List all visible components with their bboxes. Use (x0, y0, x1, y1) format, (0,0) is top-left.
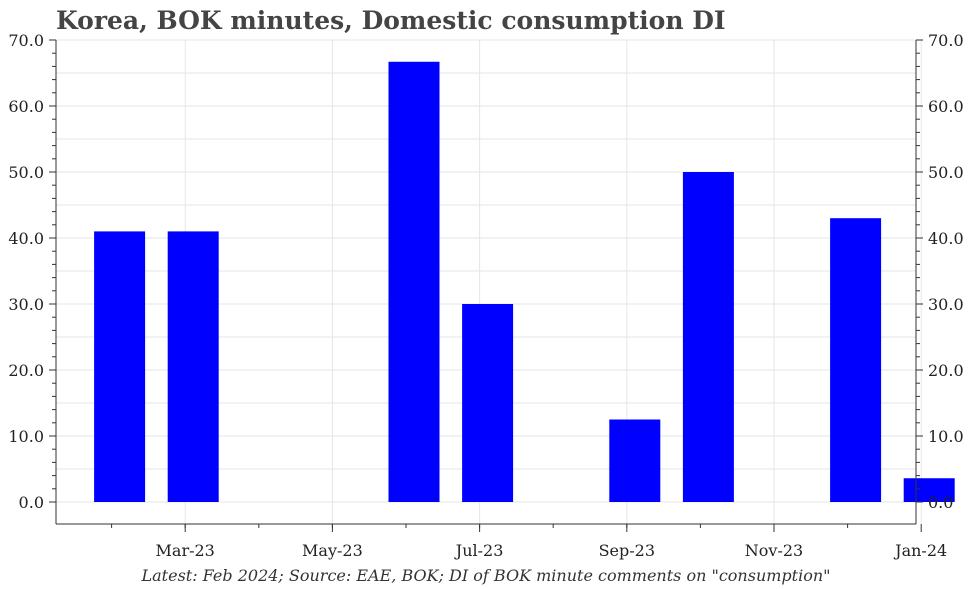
y-tick-label-right: 10.0 (928, 427, 964, 446)
y-tick-label-left: 0.0 (19, 493, 44, 512)
y-tick-label-left: 30.0 (8, 295, 44, 314)
bars (94, 61, 955, 502)
x-tick-label: Jan-24 (893, 541, 947, 560)
y-tick-label-right: 0.0 (928, 493, 953, 512)
y-axis-right: 0.0 10.0 20.0 30.0 40.0 50.0 60.0 70.0 (916, 31, 964, 512)
x-tick-label: Jul-23 (454, 541, 504, 560)
x-tick-label: Sep-23 (599, 541, 655, 560)
x-tick-label: May-23 (302, 541, 363, 560)
y-tick-label-right: 60.0 (928, 97, 964, 116)
chart-title: Korea, BOK minutes, Domestic consumption… (56, 6, 726, 35)
axes (55, 40, 917, 525)
y-tick-label-right: 50.0 (928, 163, 964, 182)
y-tick-label-right: 40.0 (928, 229, 964, 248)
bar-Oct-23 (682, 172, 734, 502)
y-tick-label-left: 70.0 (8, 31, 44, 50)
bar-Jun-23 (388, 61, 440, 502)
y-tick-label-right: 20.0 (928, 361, 964, 380)
y-tick-label-left: 10.0 (8, 427, 44, 446)
x-tick-label: Nov-23 (745, 541, 803, 560)
y-axis-left: 0.0 10.0 20.0 30.0 40.0 50.0 60.0 70.0 (8, 31, 56, 512)
y-tick-label-left: 40.0 (8, 229, 44, 248)
y-tick-label-right: 30.0 (928, 295, 964, 314)
bar-Mar-23 (167, 231, 219, 502)
y-tick-label-right: 70.0 (928, 31, 964, 50)
bar-Sep-23 (609, 419, 661, 502)
x-tick-label: Mar-23 (156, 541, 215, 560)
x-axis: Mar-23 May-23 Jul-23 Sep-23 Nov-23 Jan-24 (111, 524, 947, 560)
y-tick-label-left: 60.0 (8, 97, 44, 116)
bar-Feb-23 (94, 231, 146, 502)
y-tick-label-left: 50.0 (8, 163, 44, 182)
y-tick-label-left: 20.0 (8, 361, 44, 380)
bar-Jul-23 (462, 304, 514, 502)
bar-Dec-23 (830, 218, 882, 502)
chart-footer-source: Latest: Feb 2024; Source: EAE, BOK; DI o… (141, 566, 831, 585)
